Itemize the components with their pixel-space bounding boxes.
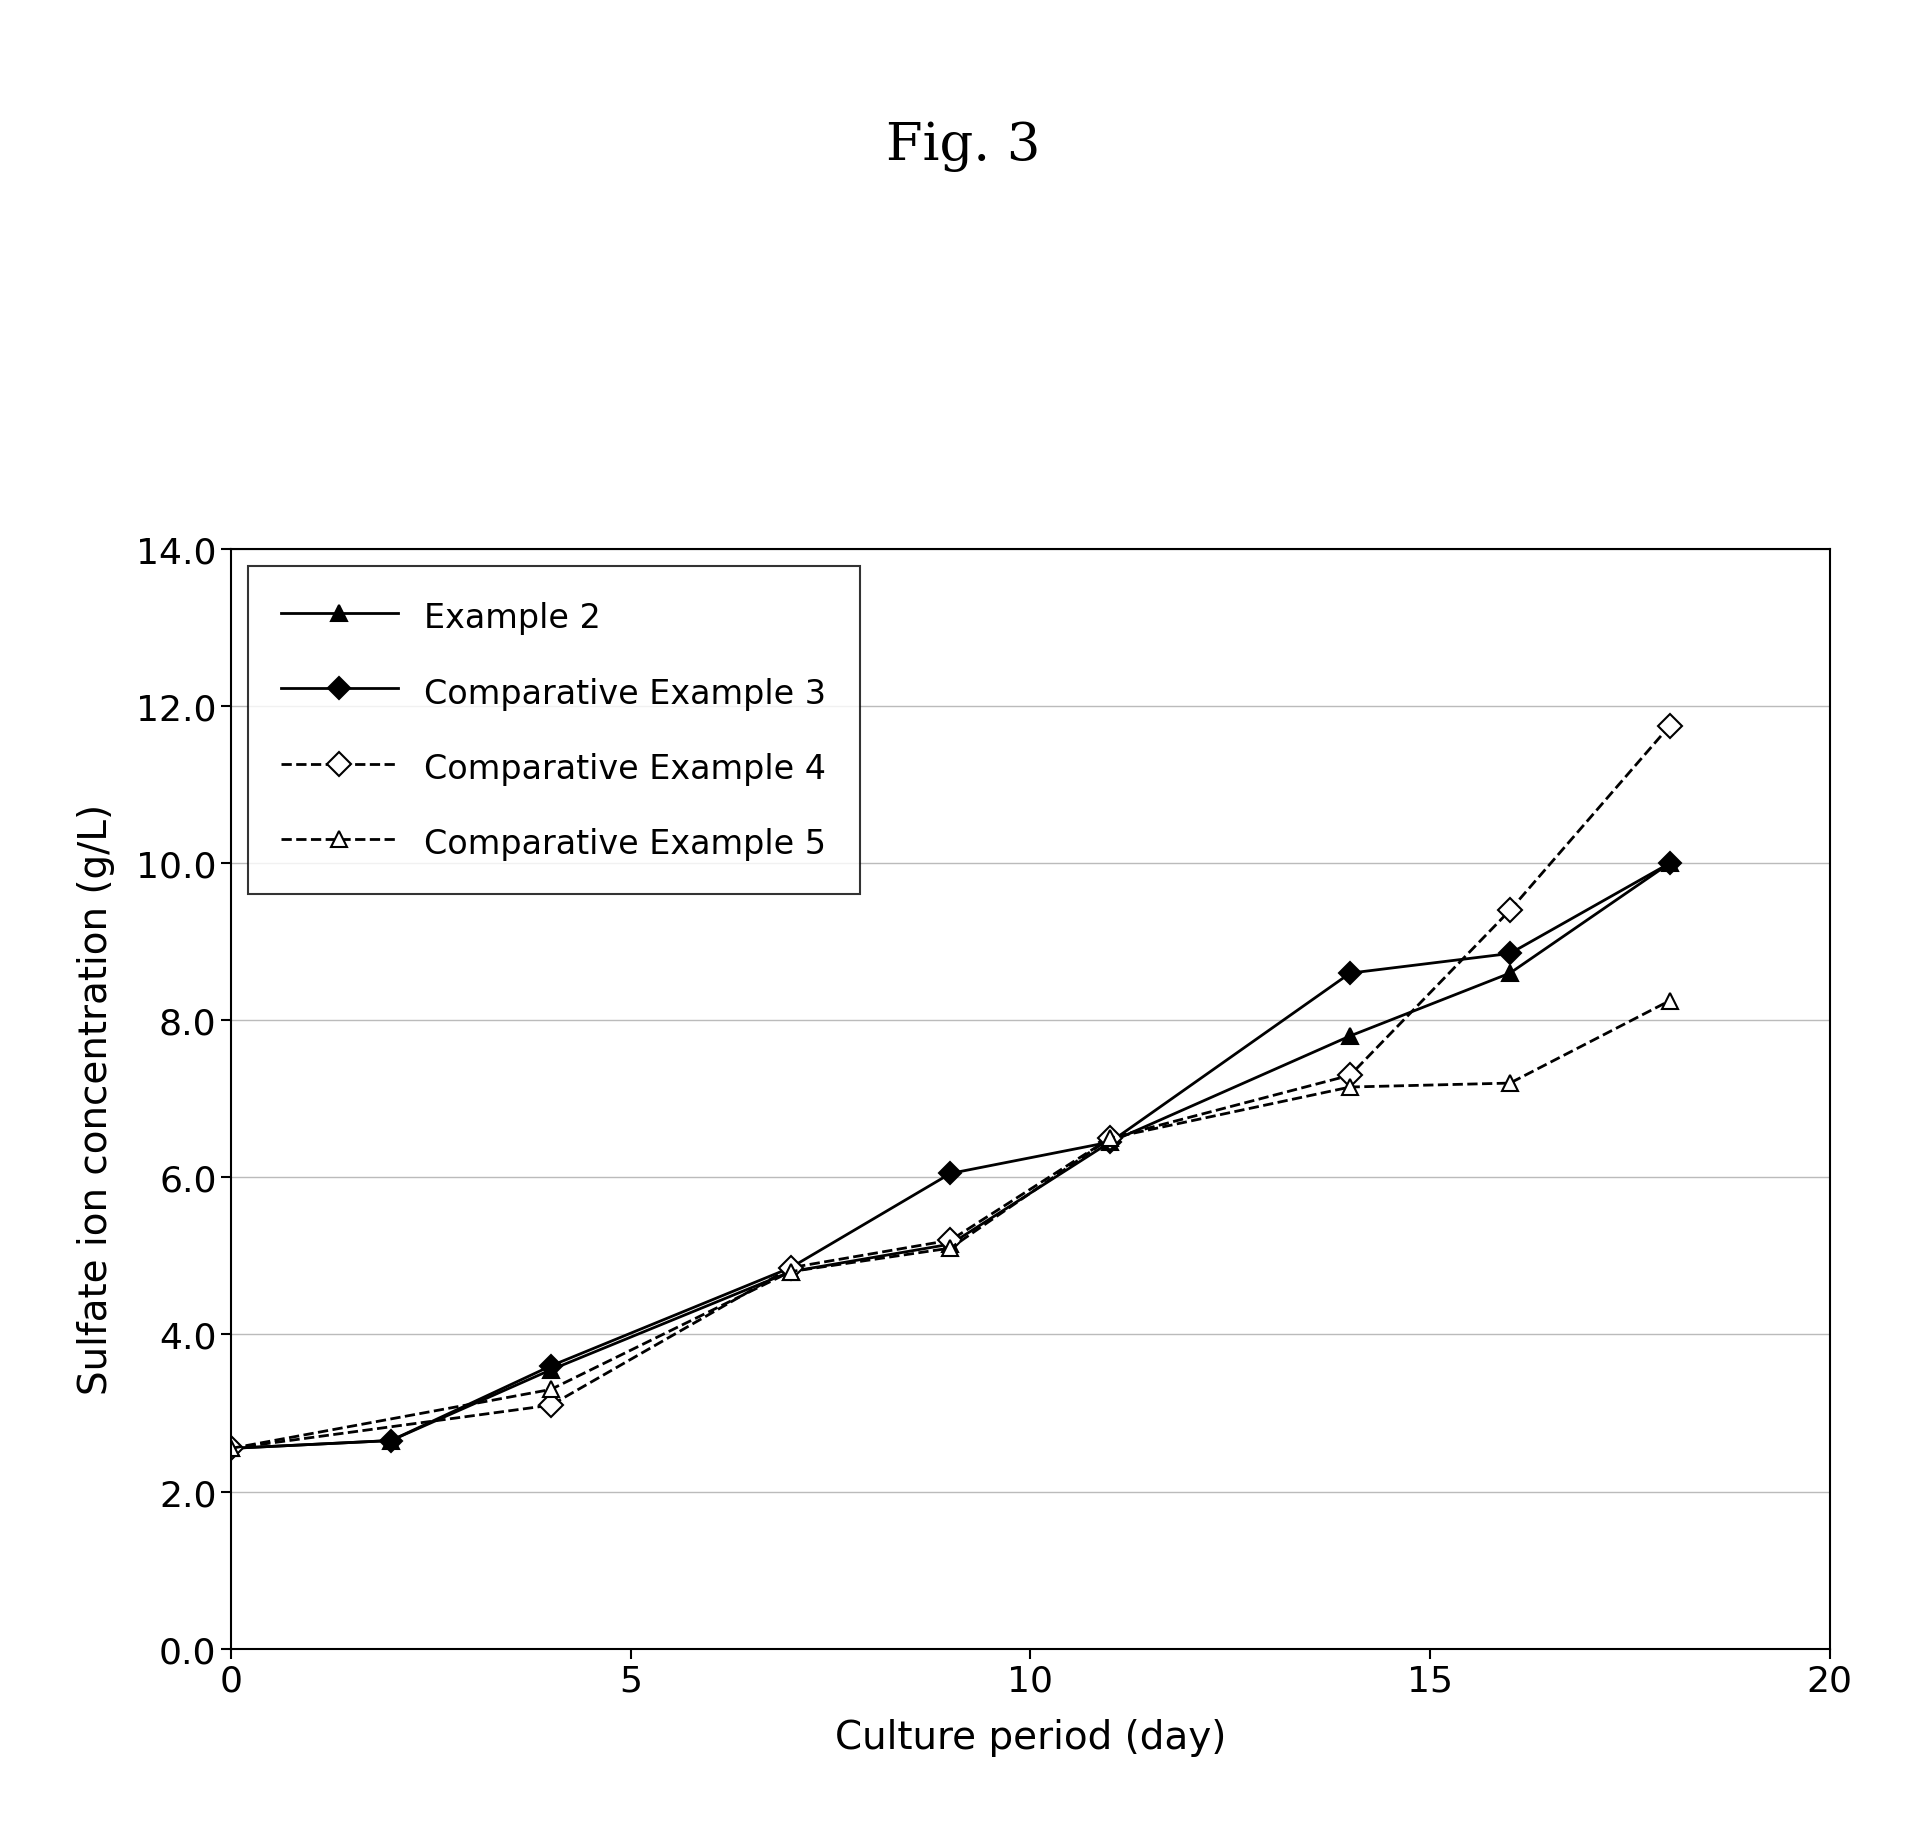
Comparative Example 5: [220, 1438, 243, 1460]
Comparative Example 4: [1098, 1127, 1121, 1149]
Example 2: [1498, 962, 1522, 984]
Comparative Example 4: [940, 1229, 963, 1251]
X-axis label: Culture period (day): Culture period (day): [834, 1718, 1227, 1757]
Example 2: [220, 1438, 243, 1460]
Comparative Example 5: [1098, 1127, 1121, 1149]
Comparative Example 4: [1339, 1064, 1362, 1086]
Line: Comparative Example 3: Comparative Example 3: [223, 856, 1678, 1456]
Line: Comparative Example 5: Comparative Example 5: [223, 993, 1678, 1456]
Example 2: [1658, 852, 1681, 874]
Example 2: [539, 1359, 562, 1381]
Text: Fig. 3: Fig. 3: [886, 121, 1040, 172]
Comparative Example 5: [1339, 1077, 1362, 1099]
Y-axis label: Sulfate ion concentration (g/L): Sulfate ion concentration (g/L): [77, 804, 116, 1394]
Comparative Example 4: [539, 1394, 562, 1416]
Comparative Example 3: [1498, 943, 1522, 965]
Comparative Example 3: [379, 1429, 403, 1451]
Example 2: [778, 1260, 803, 1282]
Comparative Example 4: [1658, 714, 1681, 736]
Comparative Example 3: [1339, 962, 1362, 984]
Comparative Example 4: [220, 1438, 243, 1460]
Comparative Example 3: [778, 1257, 803, 1279]
Example 2: [1098, 1132, 1121, 1154]
Example 2: [940, 1233, 963, 1255]
Comparative Example 4: [1498, 900, 1522, 921]
Legend: Example 2, Comparative Example 3, Comparative Example 4, Comparative Example 5: Example 2, Comparative Example 3, Compar…: [248, 566, 859, 894]
Comparative Example 3: [539, 1356, 562, 1378]
Line: Comparative Example 4: Comparative Example 4: [223, 718, 1678, 1456]
Example 2: [1339, 1026, 1362, 1048]
Comparative Example 4: [778, 1257, 803, 1279]
Comparative Example 3: [1658, 852, 1681, 874]
Comparative Example 5: [1658, 989, 1681, 1011]
Comparative Example 3: [940, 1163, 963, 1185]
Comparative Example 3: [1098, 1132, 1121, 1154]
Comparative Example 3: [220, 1438, 243, 1460]
Comparative Example 5: [539, 1379, 562, 1401]
Comparative Example 5: [940, 1237, 963, 1259]
Line: Example 2: Example 2: [223, 856, 1678, 1456]
Example 2: [379, 1429, 403, 1451]
Comparative Example 5: [778, 1260, 803, 1282]
Comparative Example 5: [1498, 1072, 1522, 1094]
